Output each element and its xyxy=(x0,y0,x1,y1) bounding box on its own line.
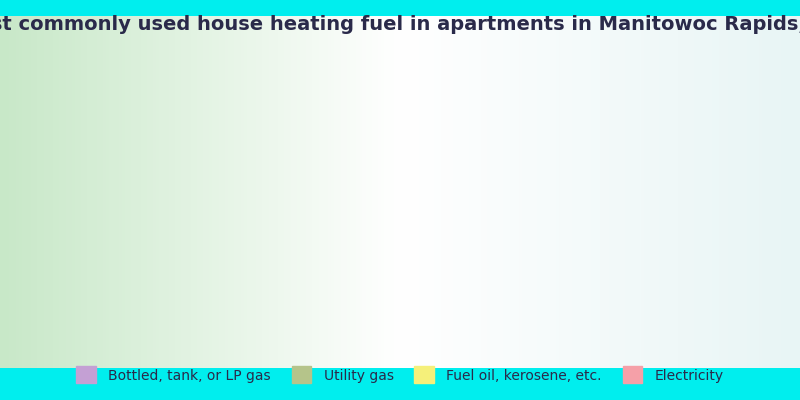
Wedge shape xyxy=(491,132,627,266)
Text: Most commonly used house heating fuel in apartments in Manitowoc Rapids, WI: Most commonly used house heating fuel in… xyxy=(0,14,800,34)
Legend: Bottled, tank, or LP gas, Utility gas, Fuel oil, kerosene, etc., Electricity: Bottled, tank, or LP gas, Utility gas, F… xyxy=(70,363,730,389)
Wedge shape xyxy=(525,239,634,298)
Wedge shape xyxy=(166,74,360,298)
Wedge shape xyxy=(327,63,566,206)
